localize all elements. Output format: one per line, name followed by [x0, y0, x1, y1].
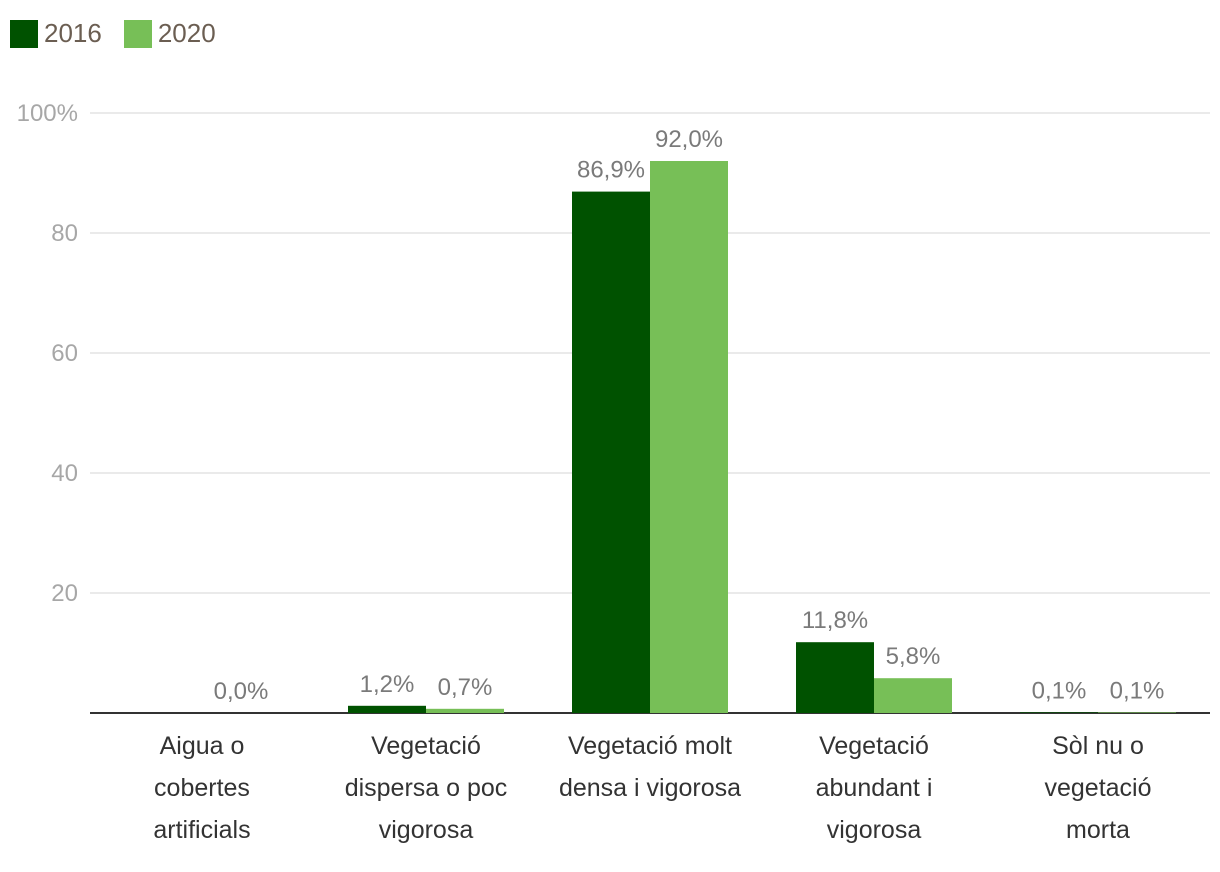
data-label-2020-0: 0,0% [214, 678, 269, 705]
data-label-2016-3: 11,8% [802, 607, 868, 634]
x-category-label-2: Vegetació molt densa i vigorosa [559, 732, 741, 802]
data-label-2020-2: 92,0% [655, 126, 723, 153]
y-tick-label-60: 60 [51, 340, 78, 367]
legend-item-2016[interactable]: 2016 [10, 18, 102, 49]
bar-2016-4 [1020, 712, 1098, 713]
legend-swatch-2016 [10, 19, 38, 48]
bar-2020-1 [426, 708, 504, 713]
x-category-label-4: Sòl nu o vegetació morta [1044, 732, 1151, 844]
legend-item-2020[interactable]: 2020 [123, 18, 216, 49]
bar-2020-3 [874, 678, 952, 713]
bar-2016-1 [348, 705, 426, 713]
data-label-2016-2: 86,9% [577, 157, 645, 184]
legend-swatch-2020 [123, 19, 152, 48]
data-label-2020-4: 0,1% [1110, 677, 1165, 704]
bar-2020-2 [650, 161, 728, 713]
x-category-label-3: Vegetació abundant i vigorosa [816, 732, 933, 844]
data-label-2016-1: 1,2% [360, 671, 415, 698]
bar-2016-3 [796, 642, 874, 713]
legend: 2016 2020 [10, 18, 238, 49]
data-label-2020-1: 0,7% [438, 674, 493, 701]
legend-label-2016: 2016 [44, 18, 102, 48]
legend-label-2020: 2020 [157, 18, 216, 48]
data-label-2016-4: 0,1% [1032, 677, 1087, 704]
data-label-2020-3: 5,8% [886, 643, 941, 670]
y-tick-label-80: 80 [51, 220, 78, 247]
x-category-label-1: Vegetació dispersa o poc vigorosa [345, 732, 508, 844]
bar-2020-4 [1098, 712, 1176, 713]
x-category-label-0: Aigua o cobertes artificials [153, 732, 250, 844]
y-tick-label-20: 20 [51, 580, 78, 607]
y-tick-label-100: 100% [17, 100, 78, 127]
bar-2016-2 [572, 191, 650, 714]
y-tick-label-40: 40 [51, 460, 78, 487]
